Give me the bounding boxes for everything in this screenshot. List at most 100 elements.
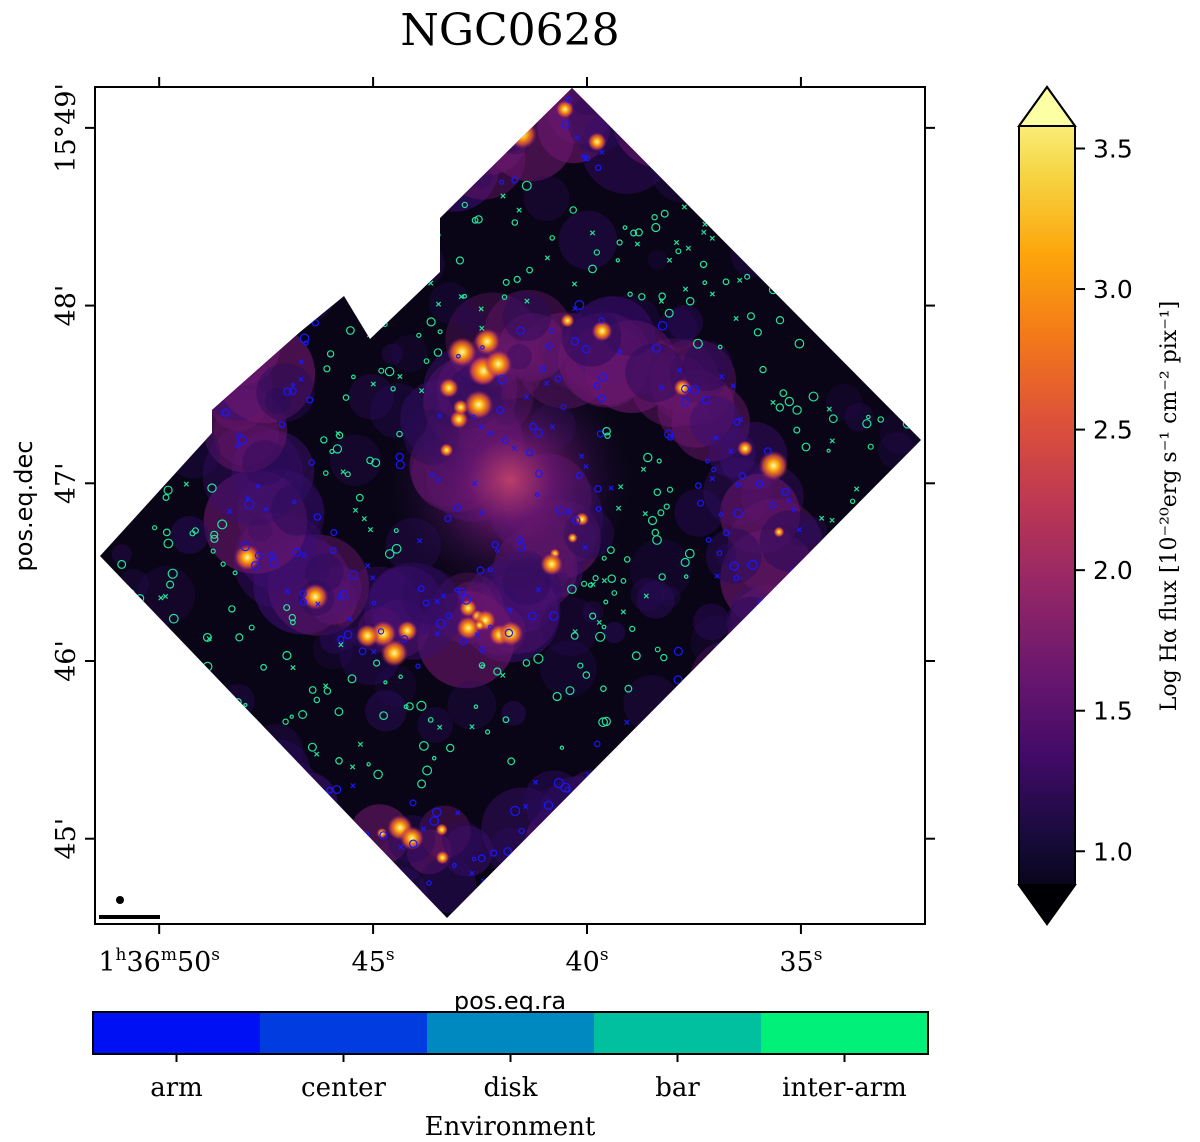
arm-region xyxy=(348,205,355,212)
diffuse-emission xyxy=(660,842,682,864)
interarm-cross-marker xyxy=(735,91,741,97)
interarm-region xyxy=(804,287,814,297)
interarm-region xyxy=(699,260,708,269)
interarm-region xyxy=(675,248,682,255)
interarm-region xyxy=(577,662,584,669)
arm-region xyxy=(278,421,286,428)
hii-knot xyxy=(354,858,368,872)
interarm-region xyxy=(897,487,907,497)
interarm-region xyxy=(507,757,516,766)
interarm-region xyxy=(384,366,395,377)
interarm-region xyxy=(832,741,838,748)
interarm-region xyxy=(570,632,579,640)
arm-region xyxy=(488,624,493,630)
arm-region xyxy=(711,467,717,473)
interarm-region xyxy=(289,714,294,719)
diffuse-emission xyxy=(429,282,471,324)
interarm-region xyxy=(865,414,871,420)
environment-segment xyxy=(427,1012,595,1054)
arm-cross-marker xyxy=(323,870,329,876)
y-tick-label: 45' xyxy=(51,818,82,860)
arm-cross-marker xyxy=(121,736,127,742)
hii-knot xyxy=(456,616,481,640)
diffuse-emission xyxy=(830,88,893,136)
interarm-cross-marker xyxy=(435,301,442,307)
interarm-region xyxy=(150,624,160,633)
interarm-region xyxy=(231,277,237,283)
interarm-cross-marker xyxy=(352,507,359,513)
arm-region xyxy=(883,823,893,834)
arm-cross-marker xyxy=(469,870,475,876)
arm-region xyxy=(109,733,116,741)
arm-region xyxy=(470,109,478,118)
arm-region xyxy=(409,799,417,807)
interarm-cross-marker xyxy=(898,93,905,99)
diffuse-emission xyxy=(305,553,344,592)
interarm-region xyxy=(403,704,409,710)
hii-knot xyxy=(737,440,754,457)
arm-region xyxy=(529,422,537,431)
interarm-region xyxy=(779,389,788,398)
interarm-cross-marker xyxy=(338,143,344,149)
interarm-cross-marker xyxy=(117,418,124,424)
diffuse-emission xyxy=(685,151,735,201)
arm-region xyxy=(525,449,534,457)
interarm-region xyxy=(485,729,491,735)
interarm-region xyxy=(142,858,149,864)
interarm-region xyxy=(616,239,623,246)
diffuse-emission xyxy=(158,154,198,194)
arm-region xyxy=(757,599,766,608)
interarm-region xyxy=(860,704,867,710)
interarm-region xyxy=(178,300,187,310)
diffuse-emission xyxy=(674,488,723,537)
arm-region xyxy=(269,558,279,568)
diffuse-emission xyxy=(684,740,736,791)
interarm-region xyxy=(629,625,636,633)
arm-region xyxy=(705,537,712,543)
diffuse-emission xyxy=(442,820,483,861)
interarm-region xyxy=(868,569,876,577)
interarm-region xyxy=(680,557,690,568)
interarm-region xyxy=(396,430,403,438)
hii-knot xyxy=(289,220,318,249)
arm-emission xyxy=(245,785,300,839)
interarm-cross-marker xyxy=(819,515,825,521)
interarm-region xyxy=(405,263,412,270)
arm-cross-marker xyxy=(523,394,530,400)
interarm-region xyxy=(217,519,228,530)
diffuse-emission xyxy=(826,383,863,420)
diffuse-emission xyxy=(828,670,878,720)
interarm-region xyxy=(698,830,706,838)
diffuse-emission xyxy=(559,886,583,910)
arm-region xyxy=(221,408,230,417)
interarm-region xyxy=(849,498,856,504)
interarm-region xyxy=(828,414,838,424)
interarm-region xyxy=(794,338,805,349)
arm-region xyxy=(673,675,683,685)
diffuse-emission xyxy=(166,424,221,479)
interarm-region xyxy=(549,235,556,241)
interarm-region xyxy=(865,515,875,525)
arm-emission xyxy=(369,566,443,640)
arm-emission xyxy=(334,188,386,240)
arm-region xyxy=(379,861,384,867)
interarm-region xyxy=(692,338,703,349)
interarm-region xyxy=(892,162,900,170)
arm-cross-marker xyxy=(816,218,822,225)
arm-region xyxy=(456,353,461,359)
arm-cross-marker xyxy=(260,754,266,760)
arm-cross-marker xyxy=(600,811,607,817)
interarm-cross-marker xyxy=(735,839,741,845)
interarm-region xyxy=(163,485,173,495)
diffuse-emission xyxy=(247,517,273,542)
diffuse-emission xyxy=(640,859,700,918)
interarm-cross-marker xyxy=(183,481,189,487)
interarm-cross-marker xyxy=(804,118,810,124)
interarm-region xyxy=(203,357,209,363)
diffuse-emission xyxy=(523,770,584,831)
diffuse-emission xyxy=(693,603,730,641)
interarm-region xyxy=(653,488,662,497)
arm-region xyxy=(436,618,446,629)
interarm-region xyxy=(282,650,292,661)
interarm-region xyxy=(722,278,730,286)
